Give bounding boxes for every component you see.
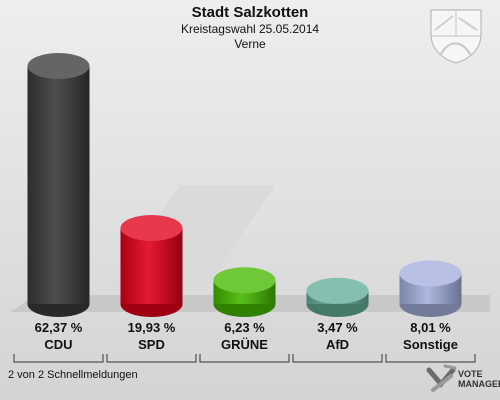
bar-afd xyxy=(306,277,369,317)
bar-grüne xyxy=(213,267,276,317)
bar-cdu xyxy=(27,53,90,317)
bar-top xyxy=(120,214,183,241)
category-bracket xyxy=(199,354,290,363)
vote-manager-logo-icon xyxy=(426,364,457,392)
status-text: 2 von 2 Schnellmeldungen xyxy=(8,369,138,381)
bar-top xyxy=(306,277,369,304)
bar-body xyxy=(27,66,90,304)
category-label: SPD xyxy=(138,337,165,352)
chart-title: Stadt Salzkotten xyxy=(191,4,309,21)
chart-region: Verne xyxy=(234,37,266,51)
bar-top xyxy=(399,260,462,287)
category-bracket xyxy=(106,354,197,363)
value-label: 3,47 % xyxy=(317,320,358,335)
category-label: GRÜNE xyxy=(221,337,268,352)
bar-top xyxy=(213,267,276,294)
category-bracket xyxy=(385,354,476,363)
logo-line-2: MANAGER xyxy=(458,379,500,389)
bar-sonstige xyxy=(399,260,462,317)
vote-manager-logo-text: VOTE MANAGER xyxy=(458,369,500,389)
value-label: 6,23 % xyxy=(224,320,265,335)
value-label: 19,93 % xyxy=(128,320,176,335)
category-label: CDU xyxy=(44,337,72,352)
value-label: 8,01 % xyxy=(410,320,451,335)
bar-top xyxy=(27,53,90,79)
bar-spd xyxy=(120,214,183,317)
category-bracket xyxy=(13,354,104,363)
value-label: 62,37 % xyxy=(35,320,83,335)
category-bracket xyxy=(292,354,383,363)
chart-subtitle: Kreistagswahl 25.05.2014 xyxy=(180,22,320,36)
logo-line-1: VOTE xyxy=(458,369,483,379)
coat-of-arms-icon xyxy=(430,9,482,64)
category-label: Sonstige xyxy=(403,337,458,352)
category-label: AfD xyxy=(326,337,349,352)
